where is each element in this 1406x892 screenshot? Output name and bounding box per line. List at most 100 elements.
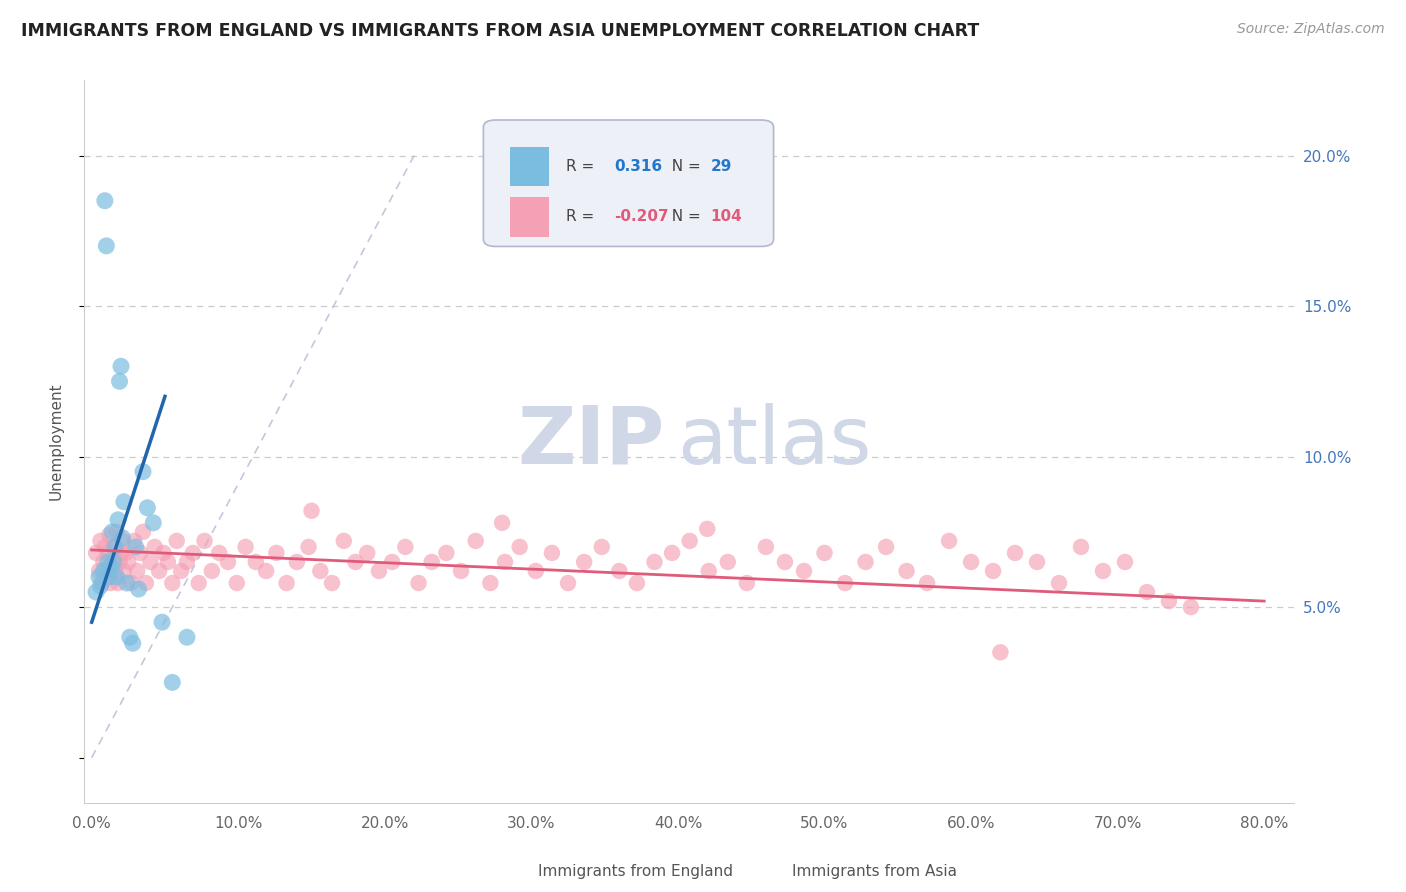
Point bbox=[97, 546, 120, 560]
Point bbox=[132, 524, 155, 539]
Point bbox=[115, 576, 138, 591]
Bar bbox=[502, 857, 529, 886]
Point bbox=[990, 645, 1012, 659]
Point bbox=[557, 576, 579, 591]
Point bbox=[368, 564, 391, 578]
Text: atlas: atlas bbox=[676, 402, 872, 481]
Point bbox=[276, 576, 298, 591]
Point bbox=[915, 576, 938, 591]
Point bbox=[181, 546, 204, 560]
Point bbox=[124, 540, 146, 554]
Point bbox=[813, 546, 835, 560]
Point bbox=[89, 533, 111, 548]
Point bbox=[150, 615, 173, 630]
Point bbox=[93, 564, 115, 578]
FancyBboxPatch shape bbox=[484, 120, 773, 246]
Point bbox=[344, 555, 367, 569]
Point bbox=[94, 194, 117, 208]
Text: N =: N = bbox=[662, 159, 706, 174]
Bar bbox=[755, 857, 782, 886]
Text: Immigrants from Asia: Immigrants from Asia bbox=[792, 864, 956, 879]
Point bbox=[381, 555, 404, 569]
Point bbox=[208, 546, 231, 560]
Text: -0.207: -0.207 bbox=[614, 210, 669, 224]
Point bbox=[94, 540, 117, 554]
Point bbox=[176, 555, 198, 569]
Point bbox=[98, 528, 121, 542]
Point bbox=[225, 576, 247, 591]
Point bbox=[121, 636, 143, 650]
Point bbox=[162, 576, 184, 591]
Point bbox=[285, 555, 308, 569]
Point bbox=[152, 546, 174, 560]
Point bbox=[1091, 564, 1114, 578]
Point bbox=[591, 540, 613, 554]
Point bbox=[84, 546, 107, 560]
Text: R =: R = bbox=[565, 210, 599, 224]
Point bbox=[187, 576, 209, 591]
Point bbox=[356, 546, 378, 560]
Point bbox=[118, 630, 141, 644]
Point bbox=[103, 540, 125, 554]
Point bbox=[170, 564, 193, 578]
Point bbox=[100, 561, 122, 575]
Text: Source: ZipAtlas.com: Source: ZipAtlas.com bbox=[1237, 22, 1385, 37]
Point bbox=[235, 540, 257, 554]
Point bbox=[572, 555, 595, 569]
Point bbox=[607, 564, 630, 578]
Point bbox=[100, 576, 122, 591]
Point bbox=[981, 564, 1004, 578]
Point bbox=[129, 546, 152, 560]
Point bbox=[110, 546, 132, 560]
Point bbox=[135, 576, 157, 591]
Point bbox=[697, 564, 720, 578]
Point bbox=[111, 533, 134, 548]
Point bbox=[434, 546, 457, 560]
Point bbox=[166, 533, 188, 548]
Point bbox=[450, 564, 472, 578]
Point bbox=[1114, 555, 1136, 569]
Text: R =: R = bbox=[565, 159, 599, 174]
Text: 104: 104 bbox=[710, 210, 742, 224]
Point bbox=[333, 533, 356, 548]
Text: 0.316: 0.316 bbox=[614, 159, 662, 174]
Point bbox=[148, 564, 170, 578]
Point bbox=[321, 576, 343, 591]
Point bbox=[93, 555, 115, 569]
Point bbox=[735, 576, 758, 591]
Point bbox=[98, 570, 121, 584]
Point bbox=[120, 576, 142, 591]
Text: ZIP: ZIP bbox=[517, 402, 665, 481]
Point bbox=[103, 555, 125, 569]
Point bbox=[96, 564, 118, 578]
Point bbox=[679, 533, 702, 548]
Text: IMMIGRANTS FROM ENGLAND VS IMMIGRANTS FROM ASIA UNEMPLOYMENT CORRELATION CHART: IMMIGRANTS FROM ENGLAND VS IMMIGRANTS FR… bbox=[21, 22, 980, 40]
Point bbox=[107, 576, 129, 591]
Point bbox=[101, 524, 124, 539]
Point bbox=[108, 555, 131, 569]
Point bbox=[128, 582, 150, 596]
Text: 29: 29 bbox=[710, 159, 733, 174]
Bar bbox=[510, 197, 548, 236]
Point bbox=[176, 630, 198, 644]
Point bbox=[266, 546, 288, 560]
Point bbox=[89, 579, 111, 593]
Point bbox=[309, 564, 332, 578]
Point bbox=[1047, 576, 1070, 591]
Point bbox=[91, 576, 114, 591]
Point bbox=[136, 500, 159, 515]
Point bbox=[938, 533, 960, 548]
Point bbox=[112, 564, 135, 578]
Point bbox=[875, 540, 897, 554]
Point bbox=[717, 555, 740, 569]
Point bbox=[245, 555, 267, 569]
Point bbox=[1004, 546, 1026, 560]
Point bbox=[84, 585, 107, 599]
Point bbox=[97, 555, 120, 569]
Point bbox=[111, 531, 134, 545]
Point bbox=[1180, 600, 1202, 615]
Point bbox=[524, 564, 547, 578]
Point bbox=[1136, 585, 1159, 599]
Point bbox=[117, 555, 139, 569]
Point bbox=[834, 576, 856, 591]
